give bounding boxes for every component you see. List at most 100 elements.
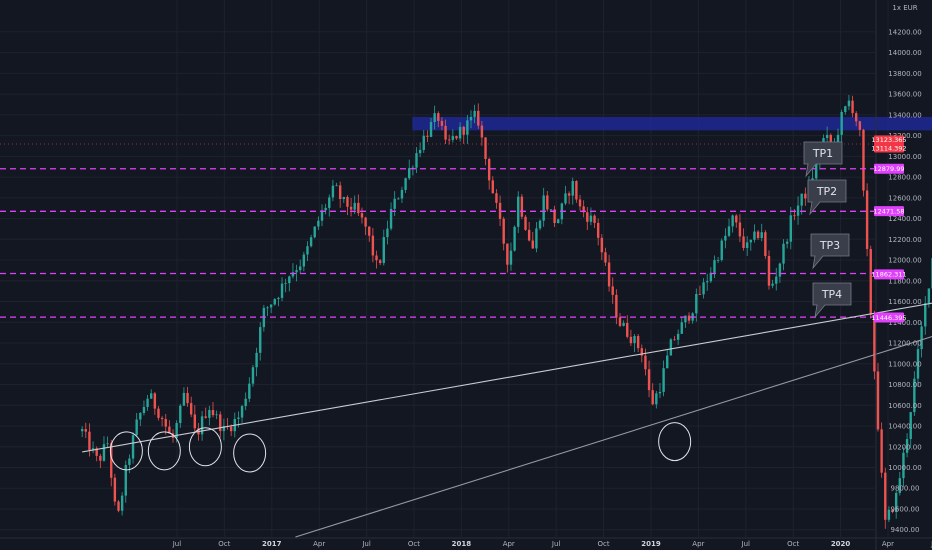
- candle-body: [564, 193, 567, 204]
- candle-body: [698, 293, 702, 295]
- candle-body: [146, 398, 149, 407]
- candle-body: [346, 197, 349, 207]
- price-axis[interactable]: 9400.00 9600.00 9800.00 10000.00 10200.00 104…: [871, 0, 922, 550]
- candle-body: [894, 492, 898, 513]
- candle-body: [444, 125, 447, 140]
- candle-body: [117, 501, 120, 511]
- callout-tp4[interactable]: TP4: [812, 282, 852, 319]
- candle-body: [517, 196, 520, 227]
- candle-body: [182, 392, 186, 406]
- callout-tp3[interactable]: TP3: [810, 233, 850, 270]
- candle-body: [695, 293, 698, 314]
- candle-body: [825, 134, 829, 139]
- trendline-upper[interactable]: [82, 274, 932, 453]
- candle-body: [553, 209, 556, 224]
- x-tick-label: 2020: [831, 540, 851, 548]
- candle-body: [738, 222, 742, 237]
- candle-body: [455, 136, 458, 139]
- candle-body: [342, 197, 346, 200]
- candle-body: [578, 199, 582, 207]
- trendline-lower[interactable]: [295, 281, 932, 538]
- candle-body: [371, 235, 375, 256]
- candle-body: [324, 207, 327, 211]
- time-axis[interactable]: Jul Oct 2017 Apr Jul Oct 2018 Apr Jul Oct 2019 Apr J…: [0, 537, 932, 548]
- level-price-tag: [874, 269, 904, 280]
- callout-tp2[interactable]: TP2: [807, 179, 847, 216]
- candle-body: [905, 439, 909, 453]
- candle-body: [99, 455, 102, 461]
- x-tick-label: 2017: [262, 540, 282, 548]
- candle-body: [684, 315, 687, 323]
- candle-body: [466, 120, 469, 135]
- candle-body: [600, 237, 604, 253]
- resistance-zone: [412, 116, 932, 131]
- candle-body: [662, 368, 665, 392]
- y-tick-label: 14200.00: [888, 28, 921, 36]
- y-tick-label: 12200.00: [888, 236, 921, 244]
- candle-body: [102, 444, 106, 461]
- candle-body: [869, 248, 872, 315]
- candle-body: [309, 237, 313, 247]
- candle-body: [829, 134, 832, 148]
- x-tick-label: Oct: [408, 540, 420, 548]
- candle-body: [491, 180, 495, 194]
- candle-body: [538, 220, 542, 229]
- y-tick-label: 13800.00: [888, 70, 921, 78]
- candle-body: [800, 193, 803, 206]
- x-tick-label: Oct: [598, 540, 610, 548]
- candle-body: [280, 283, 284, 298]
- callout-box: [812, 282, 852, 319]
- candle-body: [557, 219, 560, 224]
- candle-body: [873, 314, 876, 372]
- candle-body: [535, 228, 538, 249]
- y-tick-label: 11400.00: [888, 319, 921, 327]
- candle-body: [858, 121, 862, 130]
- candle-body: [909, 412, 912, 440]
- candle-body: [764, 232, 767, 257]
- current-price-label: 13123.365: [871, 136, 906, 144]
- candle-body: [604, 252, 607, 263]
- y-tick-label: 9800.00: [891, 485, 920, 493]
- candle-body: [611, 286, 614, 295]
- candle-body: [702, 282, 705, 295]
- callout-label: TP2: [816, 185, 837, 198]
- callout-tp1[interactable]: TP1: [803, 141, 843, 178]
- candle-body: [284, 283, 287, 284]
- candle-body: [150, 393, 153, 399]
- candle-body: [513, 226, 516, 251]
- candle-body: [175, 423, 178, 438]
- callout-box: [803, 141, 843, 178]
- candle-body: [575, 181, 578, 200]
- candle-body: [644, 355, 647, 370]
- candle-body: [397, 198, 400, 200]
- candle-body: [382, 237, 385, 264]
- y-tick-label: 9400.00: [891, 526, 920, 534]
- candle-body: [771, 283, 774, 286]
- candle-body: [793, 215, 796, 217]
- level-price-label: 11446.395: [871, 314, 906, 322]
- x-tick-label: Apr: [503, 540, 515, 548]
- candle-body: [386, 228, 389, 238]
- candle-body: [237, 417, 240, 419]
- candle-body: [916, 349, 920, 379]
- candle-body: [131, 435, 135, 459]
- callout-label: TP3: [819, 239, 840, 252]
- callout-label: TP4: [821, 288, 842, 301]
- candle-body: [920, 326, 923, 350]
- candle-body: [596, 222, 600, 238]
- candle-body: [408, 168, 411, 179]
- candle-body: [542, 195, 545, 221]
- candle-body: [549, 209, 553, 211]
- level-price-label: 11862.311: [871, 271, 906, 279]
- candle-body: [451, 136, 455, 140]
- candle-body: [364, 217, 367, 227]
- y-tick-label: 12000.00: [888, 257, 921, 265]
- candle-body: [299, 266, 302, 271]
- candle-body: [546, 195, 549, 210]
- candle-body: [142, 406, 146, 413]
- candle-body: [706, 281, 709, 283]
- candle-body: [349, 206, 353, 210]
- candle-body: [589, 215, 593, 222]
